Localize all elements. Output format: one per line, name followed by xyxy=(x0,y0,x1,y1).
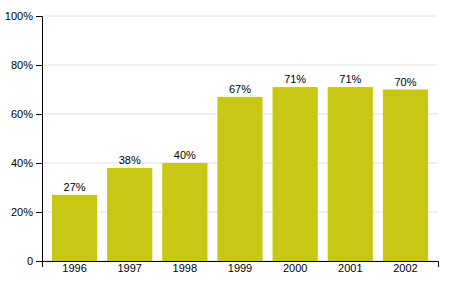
x-tick-label: 2001 xyxy=(338,262,362,274)
bar xyxy=(162,163,207,261)
data-label: 70% xyxy=(394,76,416,88)
data-label: 27% xyxy=(64,181,86,193)
y-tick-mark xyxy=(36,65,42,66)
x-tick-label: 1997 xyxy=(117,262,141,274)
bar xyxy=(107,168,152,261)
y-tick-label: 100% xyxy=(5,10,33,22)
bar xyxy=(52,195,97,261)
grid-line xyxy=(42,65,438,66)
bar xyxy=(383,90,428,262)
x-tick-label: 2002 xyxy=(393,262,417,274)
x-tick: 2001 xyxy=(338,262,362,274)
y-tick: 60% xyxy=(11,108,42,120)
y-tick-label: 40% xyxy=(11,157,33,169)
y-axis: 0 20% 40% 60% 80% 100% xyxy=(5,10,43,267)
grid-line xyxy=(42,16,438,17)
y-tick-label: 20% xyxy=(11,206,33,218)
bar xyxy=(217,97,262,261)
y-axis-line xyxy=(36,17,43,262)
y-tick: 40% xyxy=(11,157,42,169)
x-tick: 1999 xyxy=(228,262,252,274)
data-label: 40% xyxy=(174,149,196,161)
x-tick-label: 1996 xyxy=(62,262,86,274)
plot: 27% 38% 40% 67% 71% 71% 70% 0 20% 40% 60% 80% 100% 19… xyxy=(5,10,439,274)
y-tick-label: 80% xyxy=(11,59,33,71)
y-tick: 80% xyxy=(11,59,42,71)
y-tick-label: 0 xyxy=(27,255,33,267)
x-tick: 1997 xyxy=(117,262,141,274)
data-label: 67% xyxy=(229,83,251,95)
y-tick: 20% xyxy=(11,206,42,218)
y-tick-label: 60% xyxy=(11,108,33,120)
x-tick-label: 1998 xyxy=(173,262,197,274)
data-label: 38% xyxy=(119,154,141,166)
bar xyxy=(273,87,318,261)
x-tick: 1996 xyxy=(62,262,86,274)
grid xyxy=(42,16,438,261)
y-tick-mark xyxy=(36,114,42,115)
y-tick: 100% xyxy=(5,10,42,22)
data-label: 71% xyxy=(339,73,361,85)
y-tick-mark xyxy=(36,212,42,213)
x-tick-label: 2000 xyxy=(283,262,307,274)
y-tick-mark xyxy=(36,163,42,164)
data-labels: 27% 38% 40% 67% 71% 71% 70% xyxy=(64,73,417,193)
data-label: 71% xyxy=(284,73,306,85)
x-axis: 1996 1997 1998 1999 2000 2001 2002 xyxy=(43,262,439,274)
bar xyxy=(328,87,373,261)
x-tick: 1998 xyxy=(173,262,197,274)
bars xyxy=(52,87,428,261)
y-tick-mark xyxy=(36,261,42,262)
y-tick: 0 xyxy=(27,255,42,267)
y-tick-mark xyxy=(36,16,42,17)
x-tick-label: 1999 xyxy=(228,262,252,274)
chart: 27% 38% 40% 67% 71% 71% 70% 0 20% 40% 60% 80% 100% 19… xyxy=(0,0,450,287)
x-tick: 2002 xyxy=(393,262,417,274)
x-tick: 2000 xyxy=(283,262,307,274)
